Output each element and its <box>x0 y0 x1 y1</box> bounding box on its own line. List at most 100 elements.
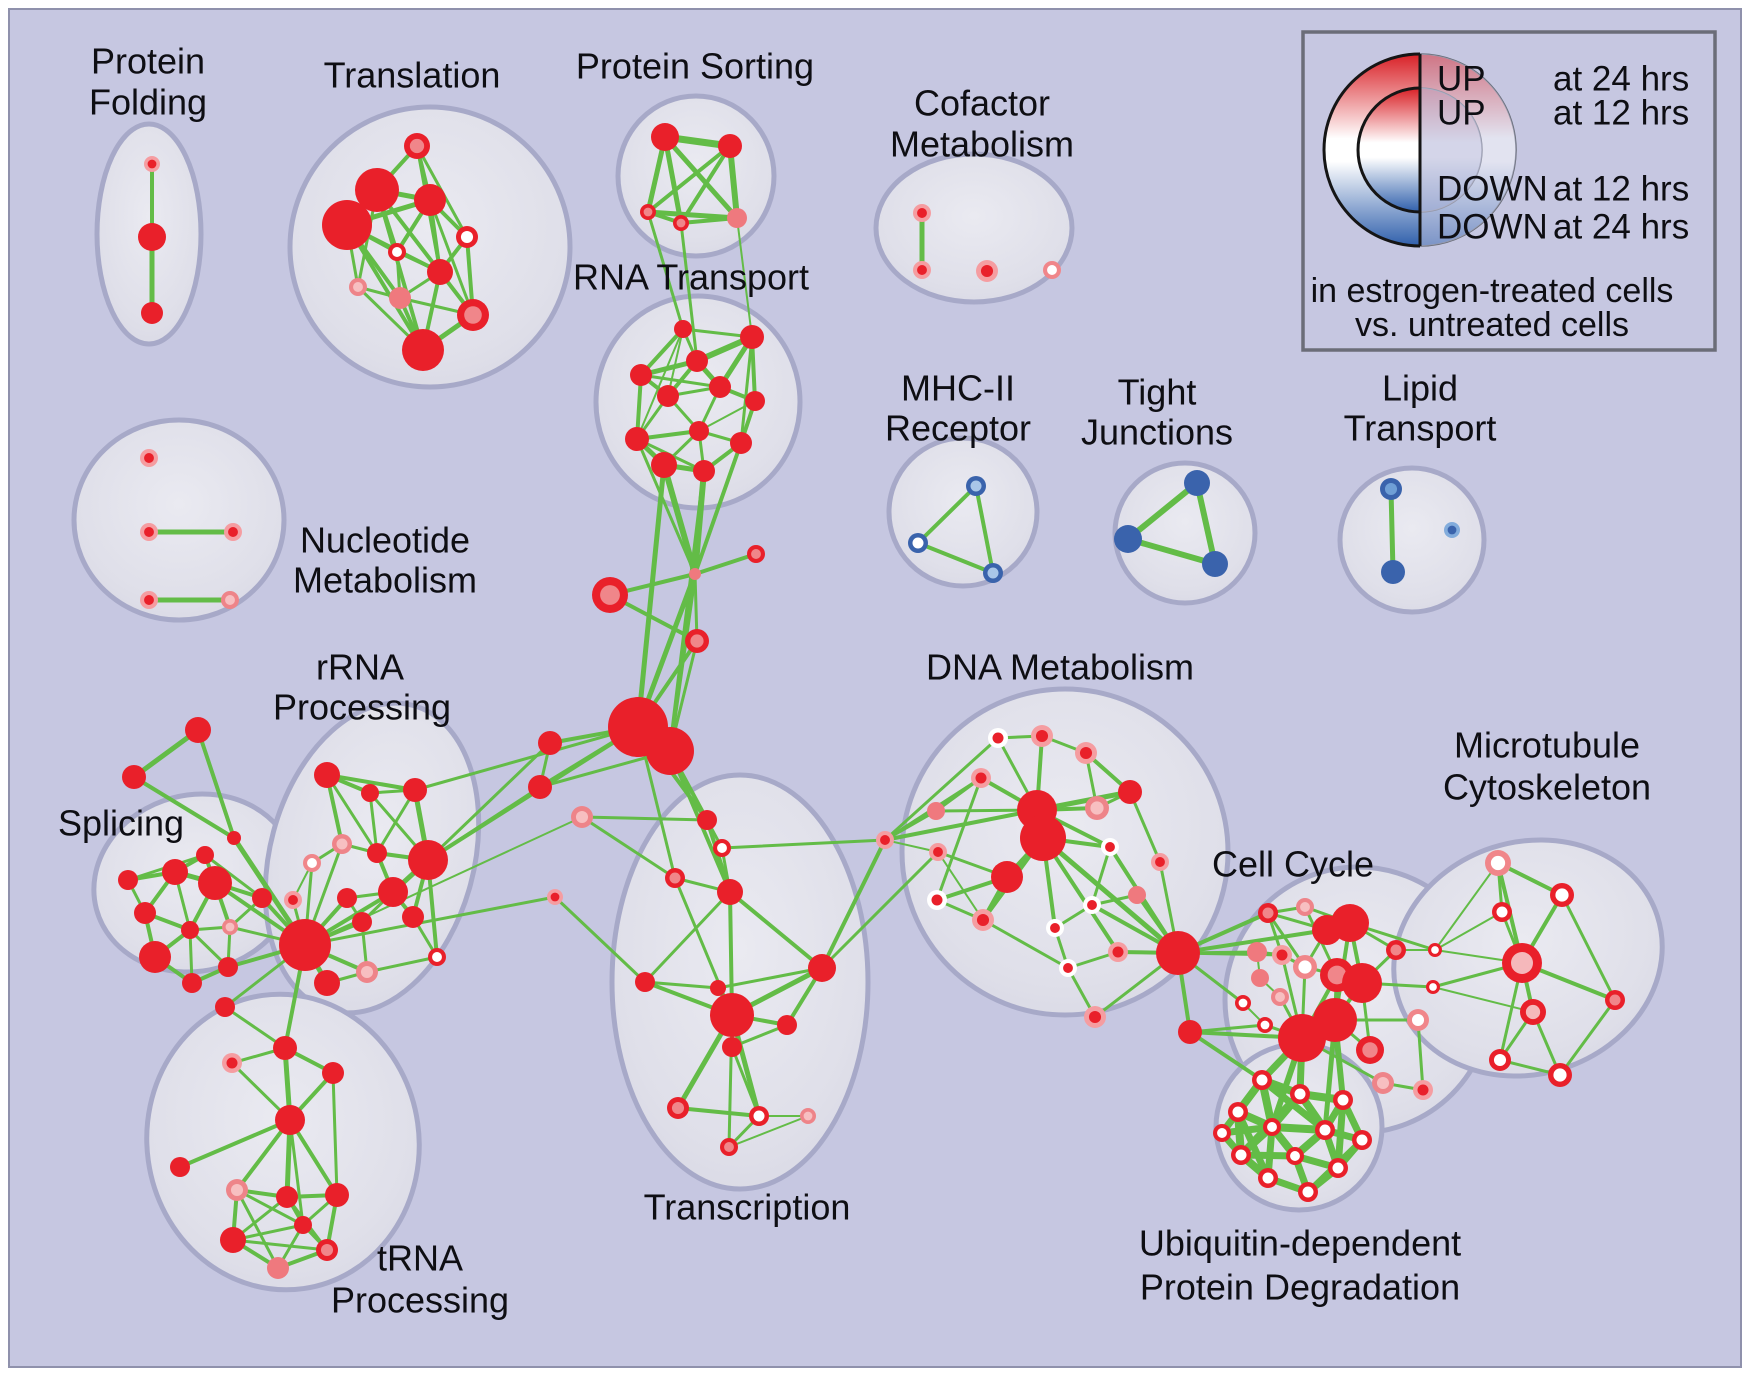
network-node-center <box>360 965 374 979</box>
network-node-center <box>976 913 990 927</box>
network-node-center <box>225 595 235 605</box>
network-edge <box>365 955 439 974</box>
network-node-center <box>225 922 235 932</box>
network-node <box>134 902 156 924</box>
network-node-center <box>1217 1128 1227 1138</box>
cluster-trna-processing <box>144 991 422 1293</box>
cluster-mhc-ii-receptor <box>886 435 1040 589</box>
network-node-center <box>307 858 317 868</box>
network-node <box>325 1183 349 1207</box>
network-node-center <box>992 732 1004 744</box>
network-edge <box>203 853 264 900</box>
network-node <box>1178 1020 1202 1044</box>
network-edge <box>325 773 417 792</box>
network-node-center <box>1238 998 1248 1008</box>
network-node <box>635 972 655 992</box>
network-node <box>1313 998 1357 1042</box>
network-edge <box>883 736 1000 842</box>
network-node <box>1202 551 1228 577</box>
network-node-center <box>912 537 924 549</box>
network-node-center <box>643 207 653 217</box>
network-edge <box>935 776 983 902</box>
network-node-center <box>1493 1053 1507 1067</box>
network-edge <box>716 966 824 990</box>
network-node-center <box>1431 946 1439 954</box>
network-edge <box>1560 893 1617 1002</box>
network-node <box>170 1157 190 1177</box>
network-node <box>314 970 340 996</box>
legend-row-time: at 12 hrs <box>1553 94 1689 133</box>
network-node-center <box>1275 992 1285 1002</box>
network-node-center <box>392 247 402 257</box>
cluster-label-cell-cycle: Cell Cycle <box>1212 844 1374 885</box>
network-edge <box>883 809 938 842</box>
cluster-label-ubiquitin-degradation: Protein Degradation <box>1140 1267 1460 1308</box>
network-edge <box>178 1118 292 1169</box>
network-edge <box>736 217 753 338</box>
cluster-label-ubiquitin-degradation: Ubiquitin-dependent <box>1139 1223 1461 1264</box>
network-edge <box>667 328 684 397</box>
network-node-center <box>1112 946 1124 958</box>
network-node <box>218 957 238 977</box>
network-node-center <box>987 567 999 579</box>
network-node-center <box>288 895 298 905</box>
network-node-center <box>600 585 620 605</box>
network-node <box>402 329 444 371</box>
network-edge <box>884 839 939 853</box>
network-edge <box>646 210 685 331</box>
cluster-nucleotide-metabolism <box>71 417 287 623</box>
network-edge <box>916 484 978 545</box>
legend-caption: vs. untreated cells <box>1355 306 1629 344</box>
network-node-center <box>1362 1042 1378 1058</box>
network-node <box>1342 963 1382 1003</box>
network-node-center <box>460 230 474 244</box>
cluster-label-trna-processing: Processing <box>331 1280 509 1321</box>
network-node-center <box>975 772 987 784</box>
network-edge <box>643 980 720 990</box>
network-node <box>138 223 166 251</box>
network-node-center <box>575 810 589 824</box>
network-node <box>717 879 743 905</box>
network-edge <box>553 895 647 984</box>
network-edge <box>635 437 697 576</box>
network-node-center <box>1262 1172 1274 1184</box>
network-node-center <box>1050 923 1060 933</box>
cluster-label-lipid-transport: Transport <box>1344 408 1497 449</box>
network-node-center <box>1262 907 1274 919</box>
network-node <box>1184 470 1210 496</box>
network-edge <box>375 788 417 855</box>
network-edge <box>375 188 425 352</box>
network-node <box>252 888 272 908</box>
network-node <box>630 364 652 386</box>
network-node-center <box>1555 888 1569 902</box>
network-node-center <box>226 1057 238 1069</box>
network-node <box>1381 560 1405 584</box>
legend-row-time: at 24 hrs <box>1553 60 1689 99</box>
network-node-center <box>1356 1134 1368 1146</box>
network-edge <box>730 1045 761 1118</box>
network-node <box>745 391 765 411</box>
network-node <box>427 259 453 285</box>
network-edge <box>1188 1023 1267 1034</box>
network-edge <box>1434 911 1503 951</box>
network-node <box>139 941 171 973</box>
network-edge <box>303 895 557 947</box>
network-node <box>361 784 379 802</box>
network-edge <box>580 815 709 822</box>
network-node-center <box>1090 801 1104 815</box>
network-node-center <box>409 138 425 154</box>
legend-row-time: at 24 hrs <box>1553 208 1689 247</box>
network-node-center <box>353 282 363 292</box>
cluster-label-trna-processing: tRNA <box>377 1238 463 1279</box>
network-node-center <box>1047 265 1057 275</box>
network-node-center <box>144 453 154 463</box>
network-node <box>710 980 726 996</box>
cluster-label-protein-folding: Folding <box>89 82 207 123</box>
network-node <box>777 1015 797 1035</box>
network-edge <box>413 725 640 792</box>
network-edge <box>981 918 1070 970</box>
cluster-label-tight-junctions: Junctions <box>1081 412 1233 453</box>
network-node-center <box>1447 525 1457 535</box>
legend-row-label: UP <box>1437 94 1486 133</box>
network-node-center <box>933 847 943 857</box>
